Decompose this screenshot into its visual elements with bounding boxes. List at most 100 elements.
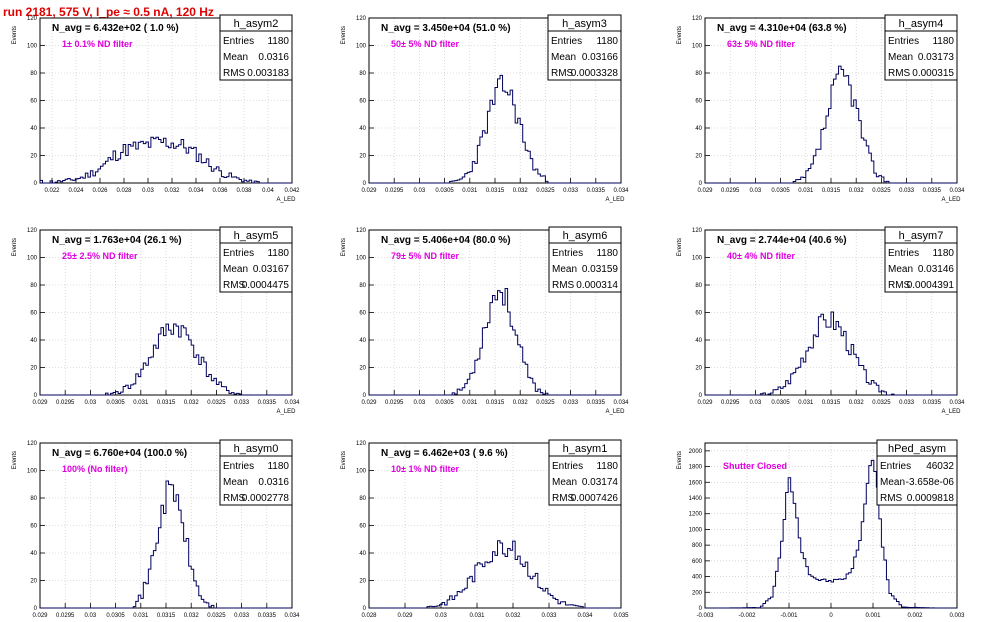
- y-axis-label: Events: [677, 238, 683, 256]
- y-tick-label: 20: [695, 154, 702, 160]
- x-tick-label: 0.032: [513, 400, 529, 406]
- y-tick-label: 1600: [689, 480, 703, 486]
- x-tick-label: 0.033: [563, 188, 579, 194]
- x-tick-label: 0.031: [462, 188, 478, 194]
- y-tick-label: 20: [359, 579, 366, 585]
- panel-h_asym7: 0.029 0.0295 0.03 0.0305 0.031 0.0315 0.032 0.0…: [677, 226, 965, 415]
- y-tick-label: 0: [699, 181, 703, 187]
- histogram-series: [40, 480, 292, 609]
- x-tick-label: 0.033: [899, 188, 915, 194]
- stats-entries-value: 1180: [596, 461, 618, 472]
- stats-title: h_asym1: [563, 443, 608, 455]
- y-tick-label: 60: [359, 524, 366, 530]
- y-tick-label: 40: [30, 126, 37, 132]
- stats-entries-label: Entries: [880, 461, 911, 472]
- stats-mean-value: 0.03159: [582, 264, 619, 275]
- stats-entries-label: Entries: [888, 248, 919, 259]
- stats-mean-label: Mean: [223, 52, 248, 63]
- stats-entries-label: Entries: [888, 36, 919, 47]
- x-tick-label: 0.034: [949, 400, 965, 406]
- histogram-series: [705, 311, 957, 396]
- stats-entries-value: 1180: [267, 248, 289, 259]
- x-tick-label: 0.034: [188, 188, 204, 194]
- stats-rms-label: RMS: [888, 68, 911, 79]
- stats-mean-value: 0.0316: [258, 52, 289, 63]
- y-axis-label: Events: [12, 238, 18, 256]
- x-tick-label: 0.03: [750, 400, 762, 406]
- x-tick-label: 0.024: [68, 188, 84, 194]
- page-title: run 2181, 575 V, I_pe ≈ 0.5 nA, 120 Hz: [3, 5, 214, 19]
- y-tick-label: 0: [699, 393, 703, 399]
- x-tick-label: 0.032: [849, 400, 865, 406]
- filter-annotation: 40± 4% ND filter: [727, 251, 795, 261]
- x-tick-label: 0.0305: [435, 400, 454, 406]
- stats-title: h_asym3: [562, 18, 607, 30]
- y-tick-label: 120: [356, 228, 367, 234]
- x-tick-label: 0.031: [469, 613, 485, 619]
- stats-entries-value: 1180: [596, 248, 618, 259]
- stats-mean-value: 0.03166: [582, 52, 619, 63]
- x-tick-label: 0.032: [513, 188, 529, 194]
- x-tick-label: 0.029: [361, 188, 377, 194]
- stats-rms-label: RMS: [551, 68, 574, 79]
- x-tick-label: 0.035: [613, 613, 629, 619]
- y-tick-label: 20: [30, 579, 37, 585]
- navg-label: N_avg = 6.432e+02 ( 1.0 %): [52, 23, 179, 34]
- x-tick-label: 0.0305: [771, 188, 790, 194]
- y-tick-label: 120: [27, 16, 38, 22]
- stats-mean-value: 0.03167: [253, 264, 290, 275]
- filter-annotation: 79± 5% ND filter: [391, 251, 459, 261]
- histogram-series: [705, 459, 957, 609]
- stats-mean-label: Mean: [880, 477, 905, 488]
- filter-annotation: 63± 5% ND filter: [727, 39, 795, 49]
- y-tick-label: 80: [695, 71, 702, 77]
- y-tick-label: 120: [692, 16, 703, 22]
- y-tick-label: 1800: [689, 465, 703, 471]
- stats-rms-value: 0.0004391: [907, 280, 955, 291]
- stats-rms-label: RMS: [552, 493, 575, 504]
- x-axis-label: A_LED: [941, 197, 961, 203]
- x-tick-label: 0.0295: [721, 400, 740, 406]
- x-tick-label: 0.029: [361, 400, 377, 406]
- stats-mean-value: 0.03174: [582, 477, 619, 488]
- x-tick-label: 0.032: [164, 188, 180, 194]
- x-tick-label: 0.0325: [536, 188, 555, 194]
- x-tick-label: 0.0295: [56, 613, 75, 619]
- stats-box: [876, 439, 958, 506]
- stats-box: [547, 14, 622, 81]
- stats-rms-value: 0.0007426: [571, 493, 619, 504]
- x-tick-label: 0.0295: [56, 400, 75, 406]
- y-axis-label: Events: [12, 451, 18, 469]
- x-tick-label: 0.029: [397, 613, 413, 619]
- y-tick-label: 20: [30, 154, 37, 160]
- y-tick-label: 200: [692, 590, 703, 596]
- stats-rms-value: 0.000314: [576, 280, 618, 291]
- x-tick-label: 0.022: [44, 188, 60, 194]
- x-tick-label: 0.029: [697, 188, 713, 194]
- x-tick-label: 0.033: [541, 613, 557, 619]
- navg-label: N_avg = 1.763e+04 (26.1 %): [52, 235, 182, 246]
- filter-annotation: 25± 2.5% ND filter: [62, 251, 138, 261]
- stats-box: [548, 439, 622, 506]
- y-axis-label: Events: [341, 238, 347, 256]
- x-axis-label: A_LED: [605, 197, 625, 203]
- panel-h_asym6: 0.029 0.0295 0.03 0.0305 0.031 0.0315 0.032 0.0…: [341, 226, 629, 415]
- stats-entries-value: 1180: [267, 461, 289, 472]
- x-tick-label: 0.03: [435, 613, 447, 619]
- y-tick-label: 2000: [689, 449, 703, 455]
- panel-h_asym5: 0.029 0.0295 0.03 0.0305 0.031 0.0315 0.032 0.0…: [12, 226, 300, 415]
- panel-h_asym2: 0.022 0.024 0.026 0.028 0.03 0.032 0.034 0.036 0…: [12, 14, 300, 203]
- y-axis-label: Events: [341, 451, 347, 469]
- x-tick-label: 0.003: [949, 613, 965, 619]
- stats-mean-value: 0.0316: [258, 477, 289, 488]
- y-tick-label: 0: [34, 606, 38, 612]
- y-tick-label: 80: [30, 496, 37, 502]
- x-axis-label: A_LED: [276, 409, 296, 415]
- x-tick-label: 0.0325: [872, 188, 891, 194]
- filter-annotation: Shutter Closed: [723, 461, 787, 471]
- y-tick-label: 40: [359, 551, 366, 557]
- stats-title: h_asym2: [234, 18, 279, 30]
- x-tick-label: 0.0315: [486, 400, 505, 406]
- stats-entries-label: Entries: [223, 248, 254, 259]
